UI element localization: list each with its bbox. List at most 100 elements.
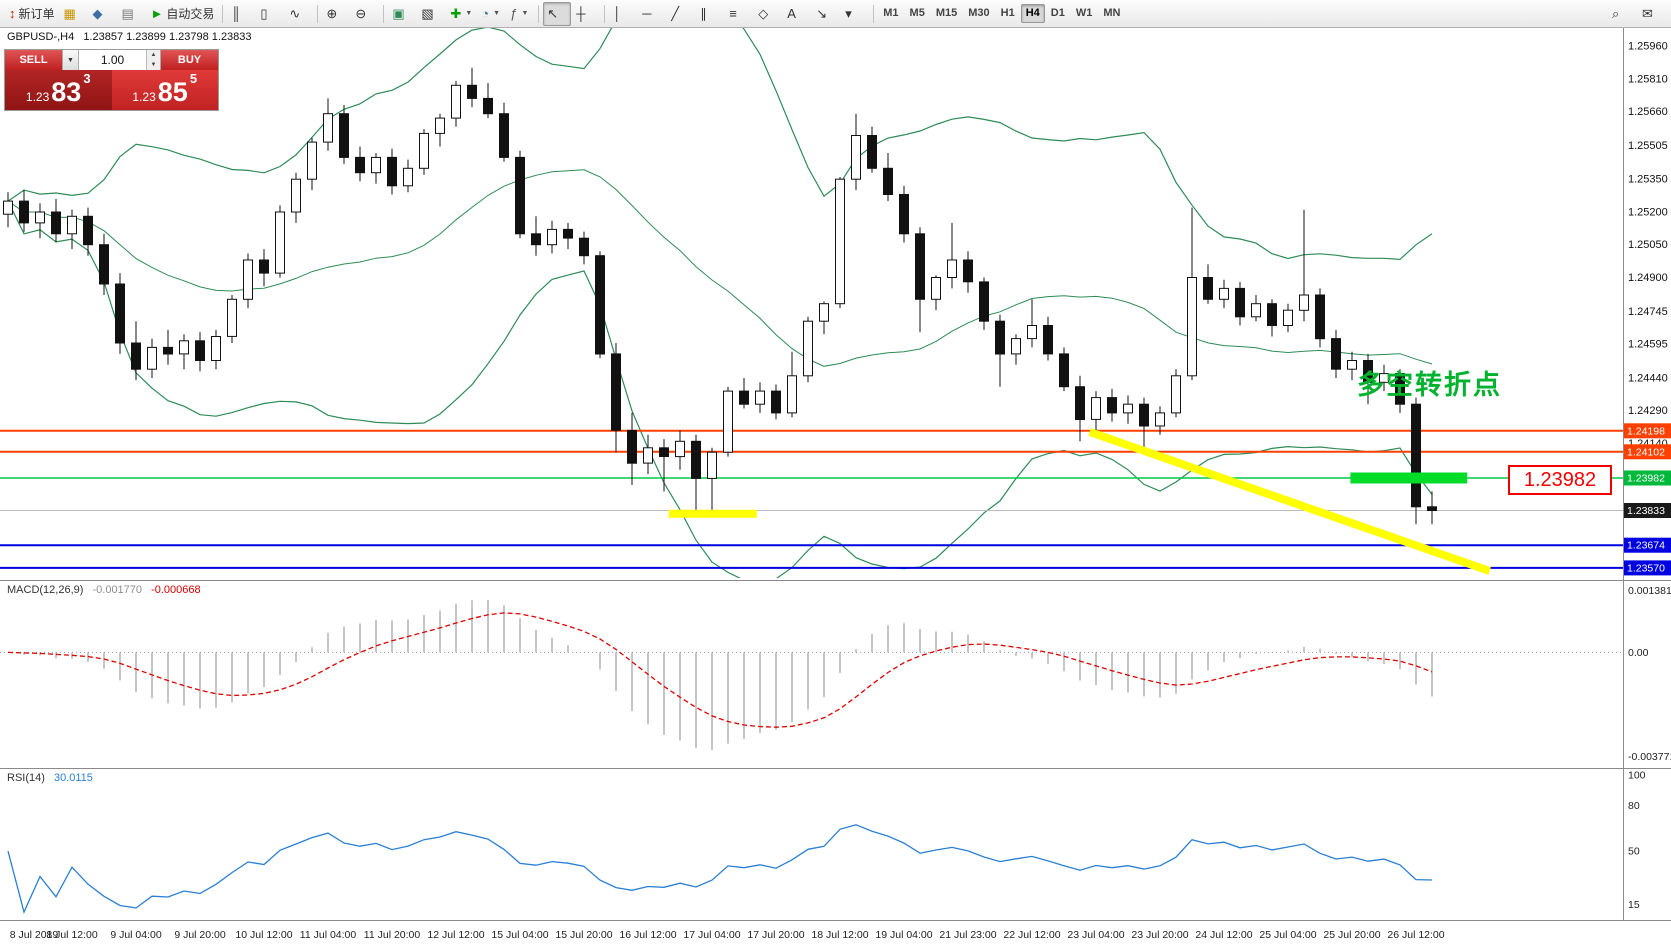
autotrading-button-label: 自动交易	[166, 7, 215, 21]
text-tool-button[interactable]: A	[783, 2, 811, 26]
rsi-value: 30.0115	[53, 772, 93, 784]
macd-signal-value: -0.000668	[151, 584, 201, 596]
svg-text:100: 100	[1628, 770, 1646, 782]
timeframe-button-h1[interactable]: H1	[1000, 7, 1015, 19]
volume-down-icon[interactable]: ▼	[147, 60, 160, 70]
zoom-out-icon: ⊖	[355, 6, 367, 21]
chat-button[interactable]: ✉	[1638, 2, 1666, 26]
rsi-name: RSI(14)	[7, 772, 45, 784]
svg-text:1.24440: 1.24440	[1628, 373, 1668, 385]
buy-price-panel[interactable]: 1.23 85 5	[111, 70, 218, 110]
volume-stepper[interactable]: ▲ ▼	[146, 50, 160, 70]
sell-price-panel[interactable]: 1.23 83 3	[5, 70, 112, 110]
profiles-button[interactable]: ◔ ▼	[477, 2, 505, 26]
timeframe-button-m5[interactable]: M5	[909, 7, 925, 19]
svg-text:19 Jul 04:00: 19 Jul 04:00	[875, 929, 932, 941]
indicators-icon: ƒ	[510, 6, 518, 21]
trendline-tool-button[interactable]: ╱	[667, 2, 695, 26]
tile-windows-icon: ▣	[392, 6, 405, 21]
cascade-windows-button[interactable]: ▧	[417, 2, 445, 26]
line-chart-button[interactable]: ∿	[285, 2, 313, 26]
timeframe-button-m30[interactable]: M30	[968, 7, 990, 19]
svg-text:1.23674: 1.23674	[1627, 540, 1665, 552]
svg-text:25 Jul 04:00: 25 Jul 04:00	[1259, 929, 1316, 941]
price-line-label	[1624, 470, 1671, 486]
svg-text:11 Jul 20:00: 11 Jul 20:00	[364, 929, 421, 941]
bar-chart-button[interactable]: ║	[227, 2, 255, 26]
terminal-button[interactable]: ▤	[118, 2, 146, 26]
svg-text:24 Jul 12:00: 24 Jul 12:00	[1195, 929, 1252, 941]
chat-icon: ✉	[1642, 6, 1653, 21]
autotrading-button[interactable]: ► 自动交易	[147, 2, 219, 26]
new-order-button[interactable]: ↕ 新订单	[5, 2, 59, 26]
zoom-out-button[interactable]: ⊖	[351, 2, 379, 26]
horizontal-line-tool-icon: ─	[642, 6, 652, 21]
yellow-trendline[interactable]	[1088, 428, 1491, 575]
candlestick-chart-button[interactable]: ▯	[256, 2, 284, 26]
timeframe-button-d1[interactable]: D1	[1050, 7, 1065, 19]
price-callout-label: 1.23982	[1508, 465, 1612, 495]
zoom-in-icon: ⊕	[326, 6, 338, 21]
timeframe-button-m15[interactable]: M15	[935, 7, 958, 19]
svg-text:80: 80	[1628, 800, 1640, 812]
svg-text:1.24290: 1.24290	[1628, 405, 1668, 417]
vertical-line-tool-button[interactable]: │	[609, 2, 637, 26]
svg-text:1.25050: 1.25050	[1628, 239, 1668, 251]
profiles-icon: ◔	[481, 6, 490, 21]
shapes-tool-button[interactable]: ◇	[754, 2, 782, 26]
volume-dropdown-button[interactable]: ▼	[62, 50, 79, 70]
new-order-icon: ↕	[9, 6, 16, 21]
buy-button[interactable]: BUY	[161, 50, 218, 70]
buy-price-prefix: 1.23	[132, 90, 156, 104]
price-line-label	[1624, 444, 1671, 460]
svg-text:1.24900: 1.24900	[1628, 272, 1668, 284]
timeframe-button-m1[interactable]: M1	[883, 7, 899, 19]
new-chart-button[interactable]: ✚ ▼	[446, 2, 476, 26]
macd-main-value: -0.001770	[92, 584, 143, 596]
indicators-button[interactable]: ƒ ▼	[506, 2, 534, 26]
arrow-tool-icon: ↘	[816, 6, 828, 21]
bar-chart-icon: ║	[231, 6, 241, 21]
toolbar-right-group: ⌕ ✉	[1608, 2, 1666, 26]
svg-text:1.23570: 1.23570	[1627, 562, 1665, 574]
price-line-label	[1624, 423, 1671, 439]
crosshair-tool-button[interactable]: ┼	[572, 2, 600, 26]
cursor-tool-button[interactable]: ↖	[543, 1, 572, 26]
fibonacci-tool-button[interactable]: ≡	[725, 2, 753, 26]
timeframe-button-w1[interactable]: W1	[1075, 7, 1093, 19]
timeframe-button-mn[interactable]: MN	[1103, 7, 1121, 19]
svg-text:17 Jul 20:00: 17 Jul 20:00	[747, 929, 804, 941]
panel-separators[interactable]	[0, 580, 1671, 921]
timeframe-button-h4[interactable]: H4	[1020, 4, 1045, 23]
price-line-label	[1624, 560, 1671, 576]
navigator-button[interactable]: ◆	[89, 2, 117, 26]
arrow-tool-button[interactable]: ↘	[812, 2, 840, 26]
volume-input[interactable]: 1.00	[100, 53, 125, 67]
svg-text:15: 15	[1628, 899, 1640, 911]
buy-price-big: 85	[157, 77, 188, 108]
volume-up-icon[interactable]: ▲	[147, 50, 160, 60]
one-click-trading-panel: SELL ▼ 1.00 ▲ ▼ BUY 1.23 83 3 1.23 85 5	[4, 49, 219, 111]
svg-text:50: 50	[1628, 846, 1640, 858]
objects-more-button[interactable]: ▾	[841, 2, 869, 26]
market-watch-icon: ▦	[63, 6, 76, 21]
chevron-down-icon: ▼	[465, 10, 473, 17]
search-button[interactable]: ⌕	[1608, 2, 1636, 26]
market-watch-button[interactable]: ▦	[60, 2, 88, 26]
svg-text:1.23833: 1.23833	[1627, 505, 1665, 517]
svg-text:25 Jul 20:00: 25 Jul 20:00	[1323, 929, 1380, 941]
svg-text:1.23982: 1.23982	[1627, 473, 1665, 485]
svg-text:15 Jul 20:00: 15 Jul 20:00	[555, 929, 612, 941]
zoom-in-button[interactable]: ⊕	[322, 2, 350, 26]
price-axis[interactable]: 1.25960 1.25810 1.25660 1.25505 1.25350 1.252…	[1623, 28, 1671, 920]
tile-windows-button[interactable]: ▣	[388, 2, 416, 26]
chart-symbol-timeframe: GBPUSD-,H4	[7, 31, 75, 43]
horizontal-line-tool-button[interactable]: ─	[638, 2, 666, 26]
buy-price-pip: 5	[189, 71, 198, 86]
sell-button[interactable]: SELL	[5, 50, 62, 70]
svg-text:1.25350: 1.25350	[1628, 174, 1668, 186]
channel-tool-button[interactable]: ∥	[696, 2, 724, 26]
svg-text:-0.003771: -0.003771	[1628, 751, 1671, 763]
